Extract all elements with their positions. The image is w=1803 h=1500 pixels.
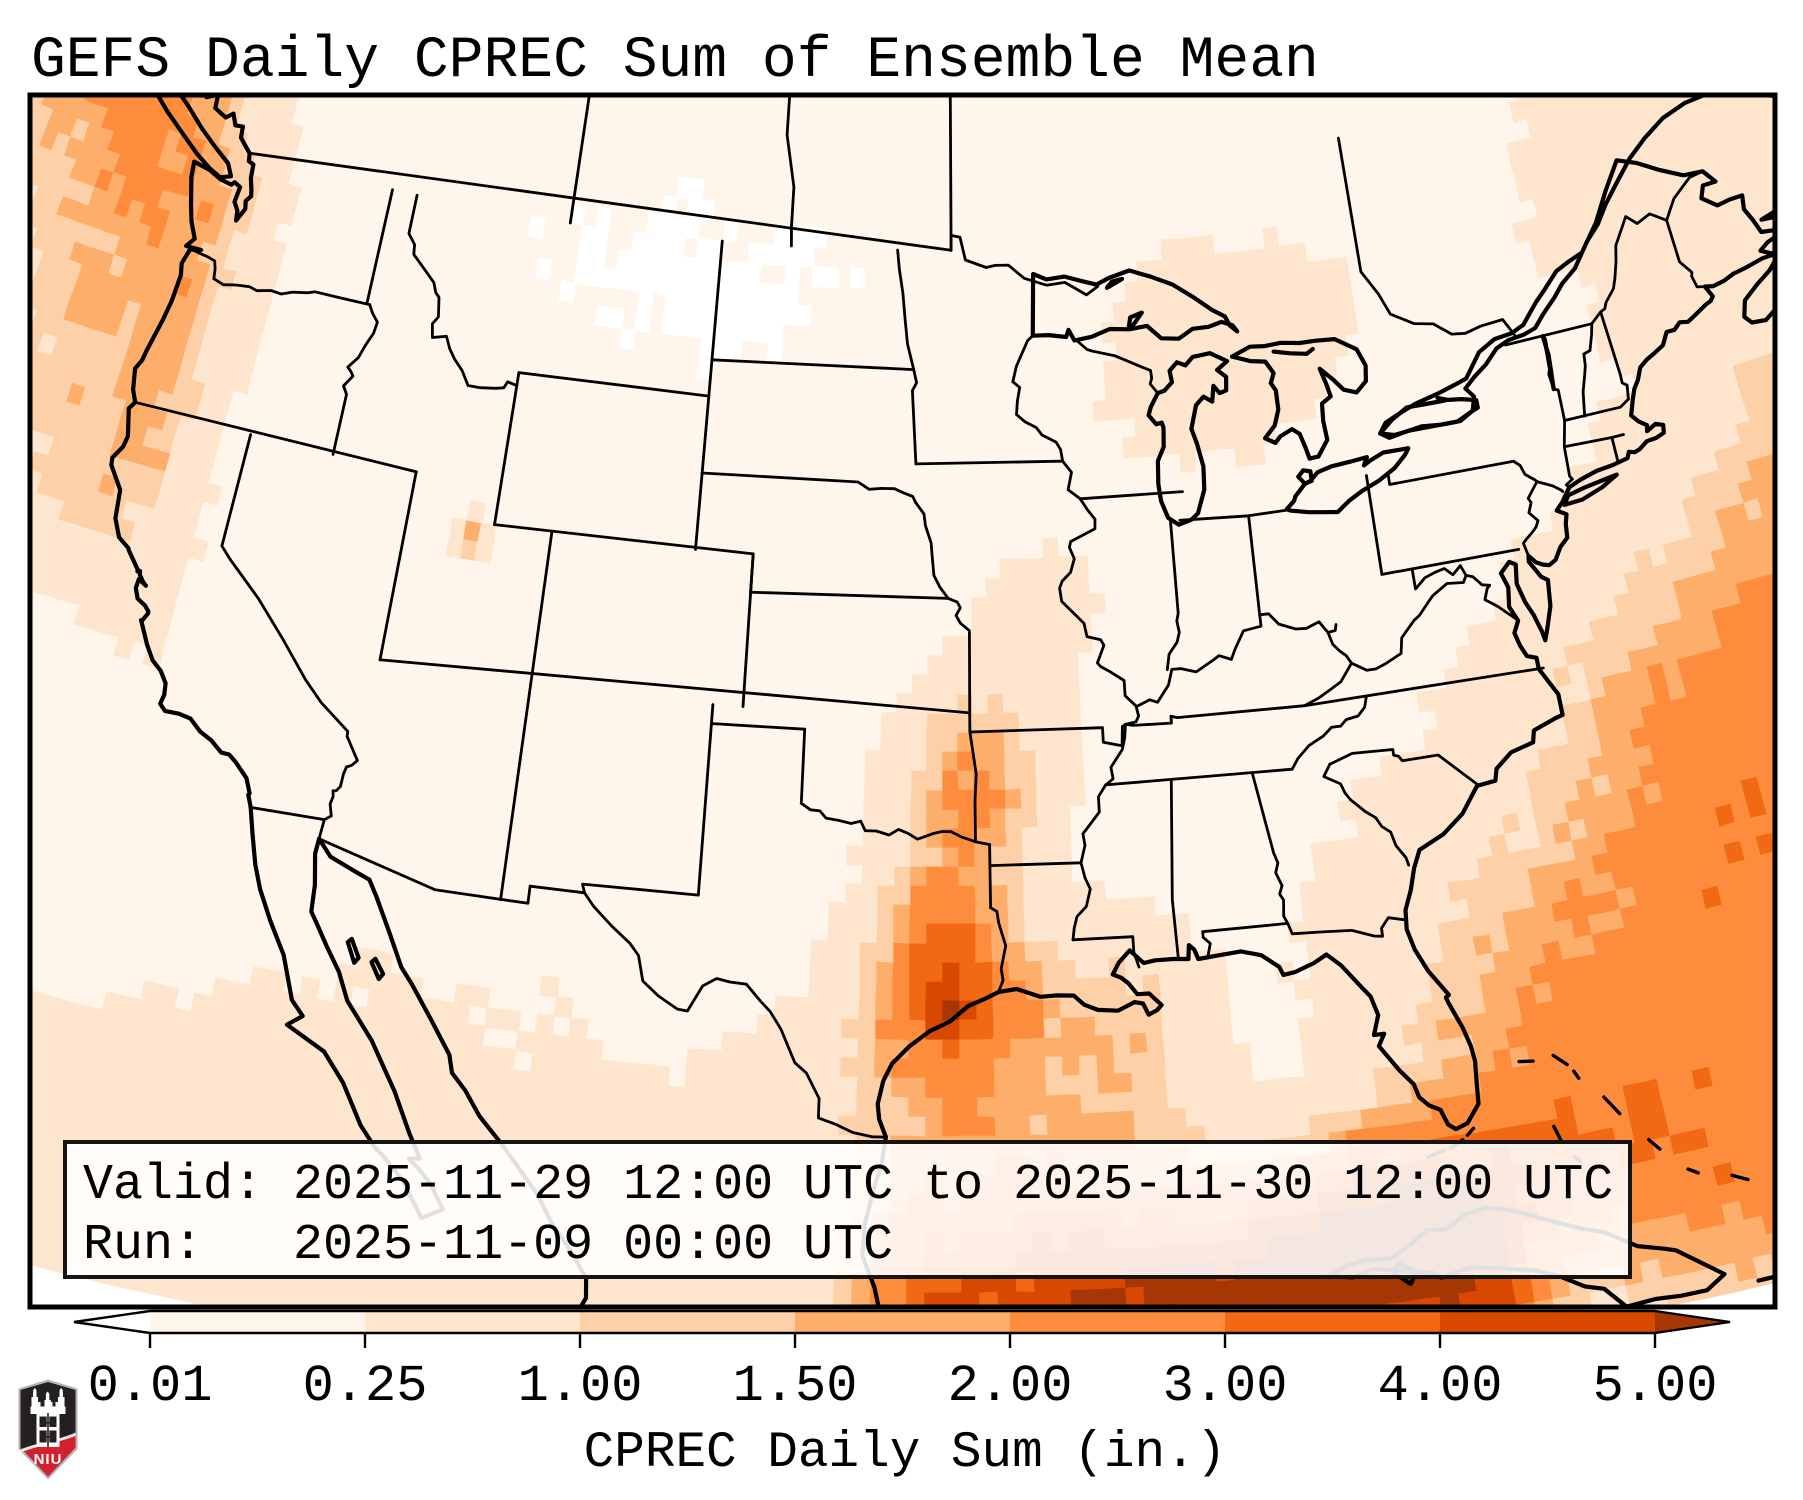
svg-text:Run: 2025-11-09 00:00 UTC: Run: 2025-11-09 00:00 UTC: [83, 1217, 893, 1274]
svg-text:1.50: 1.50: [733, 1357, 858, 1416]
svg-text:1.00: 1.00: [518, 1357, 643, 1416]
svg-text:2.00: 2.00: [948, 1357, 1073, 1416]
svg-text:GEFS Daily CPREC Sum of Ensemb: GEFS Daily CPREC Sum of Ensemble Mean: [31, 29, 1319, 94]
svg-text:Valid: 2025-11-29 12:00 UTC to: Valid: 2025-11-29 12:00 UTC to 2025-11-3…: [83, 1157, 1613, 1214]
svg-text:0.01: 0.01: [88, 1357, 213, 1416]
svg-text:3.00: 3.00: [1163, 1357, 1288, 1416]
svg-text:NIU: NIU: [34, 1451, 63, 1468]
svg-text:0.25: 0.25: [303, 1357, 428, 1416]
svg-text:CPREC Daily Sum (in.): CPREC Daily Sum (in.): [584, 1425, 1227, 1482]
svg-text:4.00: 4.00: [1378, 1357, 1503, 1416]
svg-text:5.00: 5.00: [1593, 1357, 1718, 1416]
